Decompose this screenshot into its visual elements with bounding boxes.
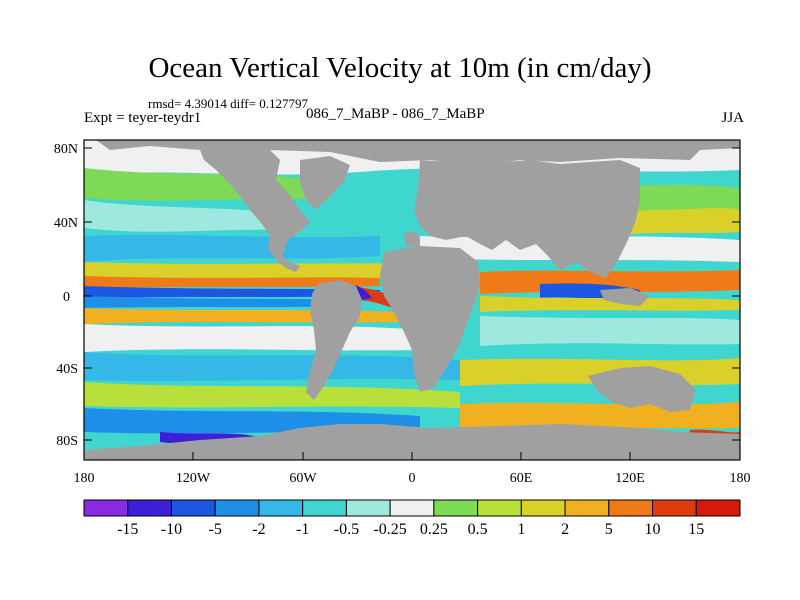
colorbar-swatch [302, 499, 347, 517]
colorbar-swatch [127, 499, 172, 517]
season-label: JJA [721, 110, 744, 126]
equator-north-orange [84, 276, 380, 288]
colorbar-label: -10 [161, 521, 182, 538]
maritime-continent [600, 288, 650, 306]
colorbar-label: 0.25 [420, 521, 448, 538]
colorbar-label: -5 [209, 521, 222, 538]
lat-tick-label: 80N [54, 142, 78, 157]
antarctica [84, 424, 740, 460]
map-title: Ocean Vertical Velocity at 10m (in cm/da… [148, 52, 652, 84]
indo-pacific-yellow [480, 296, 740, 312]
lat-axis: 80N 40N 0 40S 80S [54, 142, 740, 449]
n-subtropics [84, 234, 380, 262]
colorbar-label: -1 [296, 521, 309, 538]
lat-tick-label: 40S [56, 362, 78, 377]
greenland [300, 156, 350, 210]
southern-ocean-orange [460, 402, 740, 430]
colorbar-swatch [83, 499, 129, 517]
lon-tick-label: 120E [615, 471, 645, 486]
case-label: 086_7_MaBP - 086_7_MaBP [306, 106, 485, 122]
australia [588, 366, 696, 412]
colorbar-label: 10 [645, 521, 661, 538]
s-midlat-band [84, 352, 460, 382]
africa [380, 246, 480, 392]
colorbar-swatch [477, 499, 522, 517]
colorbar-label: 15 [688, 521, 704, 538]
colorbar-swatch [214, 499, 260, 517]
lon-tick-label: 60W [289, 471, 317, 486]
colorbar-swatch [564, 499, 610, 517]
colorbar-label: 5 [605, 521, 613, 538]
colorbar-swatch [695, 499, 741, 517]
stats-subtitle: rmsd= 4.39014 diff= 0.127797 [148, 96, 308, 111]
iberia [404, 232, 420, 246]
colorbar-label: -0.5 [334, 521, 359, 538]
colorbar-swatch [652, 499, 697, 517]
equator-south-blue [84, 296, 360, 308]
colorbar-swatch [258, 499, 304, 517]
lon-tick-label: 0 [409, 471, 416, 486]
colorbar-swatch [345, 499, 391, 517]
field-layer [84, 140, 740, 460]
lon-tick-label: 180 [730, 471, 751, 486]
colorbar-label: -15 [117, 521, 138, 538]
colorbar: -15 -10 -5 -2 -1 -0.5 -0.25 0.25 0.5 1 2 5 10 15 [83, 499, 741, 538]
s-indian-band [480, 316, 740, 346]
colorbar-label: 2 [561, 521, 569, 538]
colorbar-swatch [520, 499, 566, 517]
colorbar-label: -2 [252, 521, 265, 538]
land-masses [84, 140, 740, 460]
colorbar-swatch [170, 499, 216, 517]
colorbar-label: 1 [517, 521, 525, 538]
colorbar-swatch [389, 499, 435, 517]
equator-core-blue [84, 286, 380, 298]
north-america [200, 150, 310, 272]
nw-pacific-band [620, 208, 740, 236]
eurasia [414, 160, 640, 278]
south-america [306, 280, 362, 400]
lon-tick-label: 180 [74, 471, 95, 486]
north-pacific-band-2 [84, 200, 290, 232]
lon-tick-label: 120W [176, 471, 211, 486]
experiment-label: Expt = teyer-teydr1 [84, 110, 202, 126]
lat-tick-label: 0 [63, 290, 70, 305]
colorbar-label: -0.25 [373, 521, 406, 538]
lat-tick-label: 40N [54, 216, 78, 231]
lon-axis: 180 120W 60W 0 60E 120E 180 [74, 452, 751, 486]
arctic-land [96, 140, 740, 166]
colorbar-swatch [608, 499, 654, 517]
colorbar-label: 0.5 [468, 521, 488, 538]
colorbar-swatch [433, 499, 479, 517]
equator-north-yellow [84, 262, 420, 280]
lon-tick-label: 60E [510, 471, 533, 486]
lat-tick-label: 80S [56, 434, 78, 449]
s-subtropics-white [84, 324, 420, 352]
s-high-band [84, 382, 460, 408]
